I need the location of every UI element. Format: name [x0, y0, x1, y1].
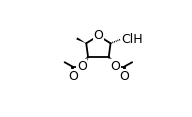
Text: O: O: [119, 70, 129, 83]
Text: O: O: [110, 60, 120, 73]
Text: ClH: ClH: [121, 33, 143, 46]
Text: O: O: [77, 60, 87, 73]
Text: O: O: [68, 70, 78, 83]
Text: O: O: [94, 29, 103, 42]
Polygon shape: [76, 37, 86, 43]
